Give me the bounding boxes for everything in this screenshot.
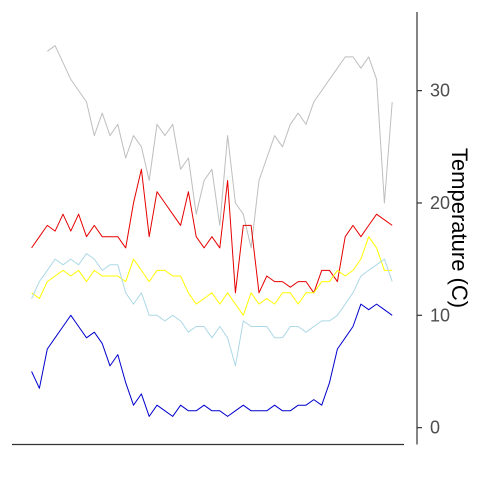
series-line-4 xyxy=(31,303,393,417)
y-tick-label: 30 xyxy=(430,81,450,101)
y-tick-label: 20 xyxy=(430,193,450,213)
series-line-0 xyxy=(47,45,393,249)
series-layer xyxy=(31,45,393,417)
y-tick-label: 10 xyxy=(430,305,450,325)
series-line-3 xyxy=(31,253,393,367)
y-axis-ticks: 0 10 20 30 xyxy=(417,81,450,438)
series-line-1 xyxy=(31,168,393,294)
y-tick-label: 0 xyxy=(430,418,440,438)
y-axis-title: Temperature (C) xyxy=(447,148,472,308)
series-line-2 xyxy=(31,236,393,316)
